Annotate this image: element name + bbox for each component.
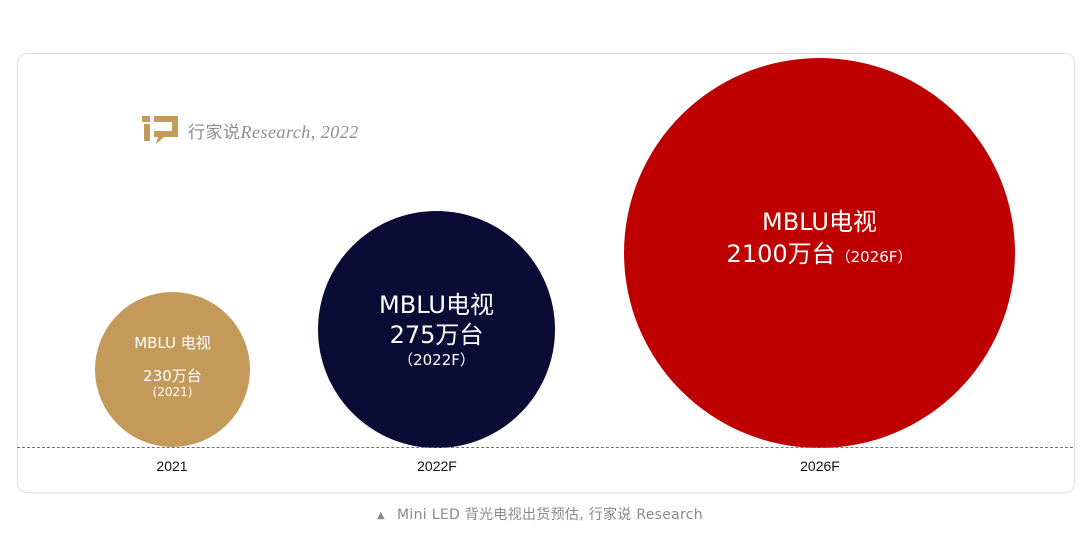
x-tick-label: 2026F <box>800 458 840 474</box>
bubble-2026f: MBLU电视 2100万台（2026F） <box>624 58 1015 448</box>
watermark-en: Research, 2022 <box>240 122 359 142</box>
caption-text: Mini LED 背光电视出货预估, 行家说 Research <box>397 507 703 523</box>
bubble-value: 275万台 <box>389 320 484 349</box>
watermark-text: 行家说Research, 2022 <box>188 118 359 143</box>
figure-caption: ▲ Mini LED 背光电视出货预估, 行家说 Research <box>0 504 1080 524</box>
bubble-2021: MBLU 电视 230万台 (2021) <box>95 292 250 447</box>
bubble-year-note: （2022F） <box>398 350 475 369</box>
triangle-up-icon: ▲ <box>377 510 386 521</box>
bubble-value: 230万台 <box>143 366 202 385</box>
bubble-label: MBLU电视 <box>762 208 877 236</box>
x-tick-label: 2022F <box>417 458 457 474</box>
brand-logo-icon <box>142 116 178 144</box>
bubble-label: MBLU电视 <box>379 290 494 319</box>
bubble-year-note: (2021) <box>152 384 193 399</box>
bubble-2022f: MBLU电视 275万台 （2022F） <box>318 211 555 448</box>
baseline-dashed <box>17 447 1073 448</box>
watermark-cn: 行家说 <box>188 123 241 143</box>
bubble-label: MBLU 电视 <box>134 333 211 352</box>
x-tick-label: 2021 <box>156 458 188 474</box>
bubble-year-note: （2026F） <box>835 248 913 266</box>
bubble-value: 2100万台 <box>726 240 836 268</box>
